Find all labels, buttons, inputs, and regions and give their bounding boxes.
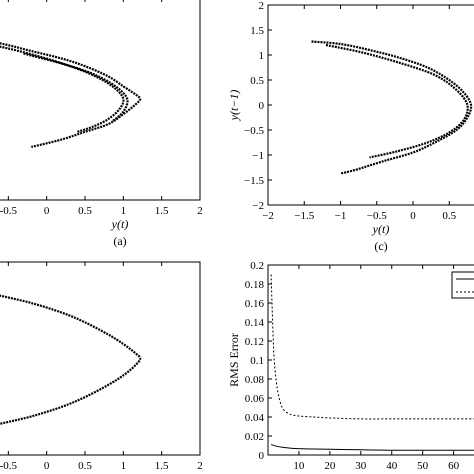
x-tick-label: 2	[197, 460, 203, 472]
y-tick-label: 0.14	[245, 317, 265, 329]
panel-label: (c)	[374, 239, 387, 253]
attractor-trace	[0, 294, 142, 425]
x-tick-label: 10	[293, 460, 305, 472]
panel-a: -0.5 0 0.5 1 1.5 2 y(t) (a)	[0, 0, 203, 248]
y-tick-label: −0.5	[244, 125, 264, 137]
x-axis-label: y(t)	[111, 217, 129, 231]
panel-d: 102030405060700.20.180.160.140.120.10.08…	[227, 260, 474, 472]
y-tick-label: 0.2	[250, 260, 264, 272]
y-tick-label: 0.18	[245, 279, 265, 291]
y-tick-label: 0.5	[250, 75, 264, 87]
plot-frame	[0, 0, 201, 201]
x-tick-label: 1.5	[155, 460, 169, 472]
plot-frame	[0, 261, 201, 456]
y-tick-label: 0	[259, 100, 265, 112]
y-tick-label: 0.16	[245, 298, 265, 310]
y-tick-label: 2	[259, 0, 265, 12]
attractor-trace	[0, 45, 125, 133]
x-tick-label: −2	[262, 210, 274, 222]
y-tick-label: 1	[259, 50, 265, 62]
plot-frame	[267, 4, 474, 206]
x-tick-label: 0	[44, 205, 50, 217]
y-tick-label: 0.06	[245, 393, 265, 405]
x-tick-label: 0.5	[442, 210, 456, 222]
y-axis-label: RMS Error	[227, 333, 241, 387]
x-tick-label: −0.5	[367, 210, 387, 222]
y-tick-label: 0.1	[250, 355, 264, 367]
y-tick-label: 0.02	[245, 431, 264, 443]
x-tick-label: −1.5	[294, 210, 314, 222]
panel-label: (a)	[113, 234, 126, 248]
panel-c: −2 −1.5 −1 −0.5 0 0.5 2 1.5 1 0.5 0 −0.5 −1 −1.5 −2 y(t…	[227, 0, 474, 253]
x-tick-label: -0.5	[0, 205, 18, 217]
attractor-trace	[23, 52, 129, 123]
y-axis-label: y(t−1)	[227, 90, 241, 122]
y-tick-label: −1	[252, 150, 264, 162]
plot-frame	[267, 264, 474, 456]
x-tick-label: 0	[44, 460, 50, 472]
y-tick-label: 1.5	[250, 25, 264, 37]
x-tick-label: −1	[335, 210, 347, 222]
attractor-trace	[311, 40, 473, 175]
x-tick-label: 2	[197, 205, 203, 217]
y-tick-label: −1.5	[244, 175, 264, 187]
y-tick-label: −2	[252, 200, 264, 212]
solid-error-line	[270, 444, 474, 451]
x-tick-label: 40	[386, 460, 398, 472]
x-tick-label: 60	[448, 460, 460, 472]
y-tick-label: 0.04	[245, 412, 265, 424]
x-tick-label: 1	[121, 205, 127, 217]
dashed-error-line	[270, 274, 474, 420]
x-axis-label: y(t)	[372, 222, 390, 236]
x-tick-label: 1.5	[155, 205, 169, 217]
attractor-trace	[0, 42, 142, 149]
attractor-trace	[325, 43, 469, 159]
x-tick-label: 0.5	[78, 205, 92, 217]
y-tick-label: 0.12	[245, 336, 264, 348]
x-tick-label: 30	[355, 460, 367, 472]
x-tick-label: 20	[324, 460, 336, 472]
x-tick-label: 0	[410, 210, 416, 222]
y-tick-label: 0	[259, 450, 265, 462]
x-tick-label: -0.5	[0, 460, 18, 472]
y-tick-label: 0.08	[245, 374, 265, 386]
x-tick-label: 0.5	[78, 460, 92, 472]
panel-b: -0.5 0 0.5 1 1.5 2	[0, 261, 203, 472]
legend-box	[451, 271, 474, 299]
x-tick-label: 50	[417, 460, 429, 472]
x-tick-label: 1	[121, 460, 127, 472]
